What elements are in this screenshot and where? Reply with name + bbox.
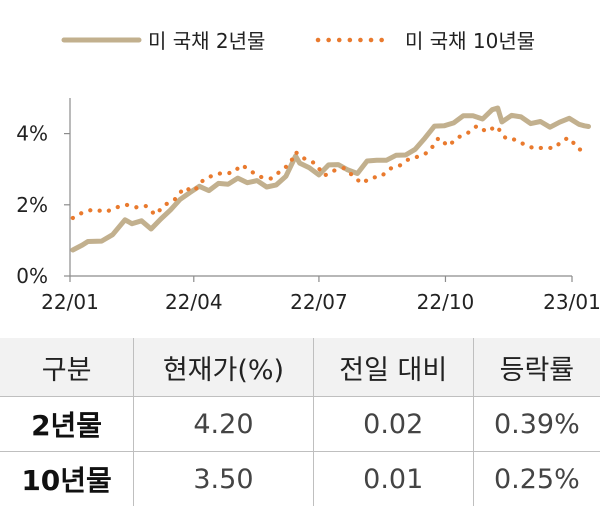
header-category: 구분: [0, 338, 134, 397]
cell-rate: 0.39%: [473, 397, 600, 452]
series-line-2y: [73, 108, 589, 250]
y-tick-label: 0%: [16, 264, 48, 288]
x-tick-label: 22/07: [290, 290, 348, 314]
x-tick-label: 22/01: [41, 290, 99, 314]
legend: 미 국채 2년물 미 국채 10년물: [64, 29, 535, 53]
y-axis: 0% 2% 4%: [16, 98, 70, 288]
x-axis: 22/01 22/04 22/07 22/10 23/01: [41, 276, 600, 314]
header-current: 현재가(%): [134, 338, 314, 397]
table-row: 10년물 3.50 0.01 0.25%: [0, 452, 600, 506]
header-change: 전일 대비: [313, 338, 473, 397]
x-tick-label: 22/04: [165, 290, 223, 314]
x-tick-label: 22/10: [417, 290, 475, 314]
series-line-10y: [73, 126, 589, 218]
series-layer: [73, 108, 589, 250]
yield-table: 구분 현재가(%) 전일 대비 등락률 2년물 4.20 0.02 0.39% …: [0, 338, 600, 506]
cell-current: 3.50: [134, 452, 314, 506]
row-label: 10년물: [0, 452, 134, 506]
header-rate: 등락률: [473, 338, 600, 397]
legend-label-10y: 미 국채 10년물: [405, 29, 535, 53]
y-tick-label: 4%: [16, 122, 48, 146]
cell-change: 0.01: [313, 452, 473, 506]
table-header-row: 구분 현재가(%) 전일 대비 등락률: [0, 338, 600, 397]
table-row: 2년물 4.20 0.02 0.39%: [0, 397, 600, 452]
cell-current: 4.20: [134, 397, 314, 452]
row-label: 2년물: [0, 397, 134, 452]
cell-change: 0.02: [313, 397, 473, 452]
legend-label-2y: 미 국채 2년물: [148, 29, 265, 53]
cell-rate: 0.25%: [473, 452, 600, 506]
y-tick-label: 2%: [16, 193, 48, 217]
x-tick-label: 23/01: [543, 290, 600, 314]
